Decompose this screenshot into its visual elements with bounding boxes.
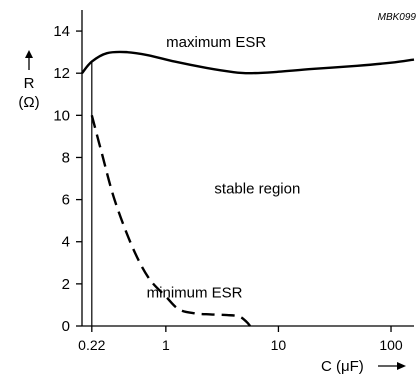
x-axis-arrow-head [397,362,406,370]
x-tick-label-100: 100 [379,337,403,353]
y-tick-label-10: 10 [53,107,70,124]
annotation-stable-region: stable region [214,180,300,197]
x-tick-label-1: 1 [162,337,170,353]
y-tick-label-6: 6 [62,192,70,209]
x-axis-label: C (μF) [321,358,364,375]
x-ticks: 0.22 1 10 100 [78,326,403,353]
annotation-maximum-esr: maximum ESR [166,34,266,51]
y-axis-label: R [24,75,35,92]
x-axis-label-group: C (μF) [321,358,406,375]
y-ticks: 0 2 4 6 8 10 12 14 [53,23,82,335]
x-tick-label-0.22: 0.22 [78,337,105,353]
x-tick-label-10: 10 [271,337,287,353]
annotations: maximum ESR stable region minimum ESR [147,34,301,302]
y-tick-label-14: 14 [53,23,70,40]
y-axis-arrow-head [25,50,33,58]
figure-code: MBK099 [378,12,417,23]
y-tick-label-8: 8 [62,149,70,166]
y-tick-label-12: 12 [53,65,70,82]
y-tick-label-0: 0 [62,318,70,335]
y-tick-label-4: 4 [62,234,70,251]
series-line-minimum-esr [90,115,252,327]
annotation-minimum-esr: minimum ESR [147,285,243,302]
series-group [81,50,415,327]
y-tick-label-2: 2 [62,276,70,293]
y-axis-unit: (Ω) [18,94,39,111]
series-line-maximum-esr [81,50,415,75]
y-axis-label-group: R (Ω) [18,50,40,111]
